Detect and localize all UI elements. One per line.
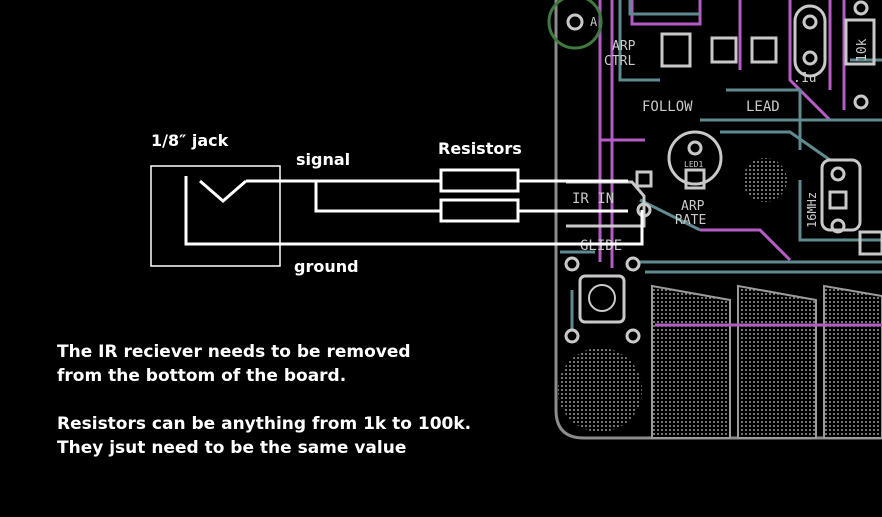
pcb-pad [853, 94, 869, 110]
jack-symbol [150, 165, 281, 267]
pcb-label-crystal: 16MHz [805, 192, 819, 228]
pcb-capacitor-outline [793, 4, 827, 78]
pcb-label-glide: GLIDE [580, 238, 622, 254]
pcb-label-led: LED1 [684, 160, 703, 169]
pcb-pad [625, 256, 641, 272]
signal-branch-wire [314, 181, 441, 213]
pcb-label-arp-ctrl-1: ARP [612, 39, 636, 54]
pcb-square-pad [828, 190, 848, 210]
note-line-3: Resistors can be anything from 1k to 100… [57, 414, 472, 434]
pcb-pad [687, 140, 703, 156]
resistor-1 [439, 168, 520, 193]
resistor-2 [439, 198, 520, 223]
pcb-label-arp-ctrl-2: CTRL [604, 54, 635, 69]
pcb-label-a: A [590, 15, 598, 29]
pcb-board: A ARP CTRL .1u 10k FOLLOW LEAD LED1 ARP … [547, 0, 882, 440]
pcb-pad [566, 13, 584, 31]
pcb-pad [636, 202, 652, 218]
ground-wire [184, 176, 644, 246]
pcb-glide-button [578, 274, 626, 324]
resistors-label: Resistors [438, 139, 522, 158]
pcb-label-10k: 10k [855, 38, 870, 62]
note-line-1: The IR reciever needs to be removed [57, 342, 411, 362]
signal-label: signal [296, 150, 351, 169]
pcb-mount-pad [743, 158, 787, 202]
pcb-pad [802, 14, 818, 30]
note-line-4: They jsut need to be the same value [57, 438, 407, 458]
pcb-square-pad [858, 230, 882, 256]
pcb-pad [564, 256, 580, 272]
pcb-led-outline [667, 130, 723, 186]
pcb-square-pad [684, 168, 706, 190]
wires [184, 176, 644, 246]
pcb-traces-teal [560, 0, 882, 330]
pcb-square-pad [660, 32, 692, 68]
pcb-pad [802, 50, 818, 66]
pcb-label-follow: FOLLOW [642, 99, 693, 115]
pcb-square-pad [635, 170, 653, 188]
jack-box [150, 165, 281, 267]
jack-contact [199, 179, 247, 203]
pcb-pad [564, 328, 580, 344]
pcb-ground-pads [651, 284, 882, 439]
pcb-pad [830, 218, 846, 234]
pcb-label-arp-rate-1: ARP [681, 199, 705, 214]
pcb-label-cap: .1u [793, 71, 816, 86]
ground-label: ground [294, 257, 359, 276]
pcb-square-pad [710, 36, 738, 64]
pcb-pad [625, 328, 641, 344]
pcb-label-arp-rate-2: RATE [675, 213, 706, 228]
pcb-traces-purple [598, 0, 882, 332]
pcb-pad-ring [547, 0, 603, 50]
pcb-pad [830, 166, 846, 182]
pcb-square-pad [750, 36, 778, 64]
pcb-label-lead: LEAD [746, 99, 780, 115]
jack-label: 1/8″ jack [151, 131, 229, 150]
pcb-mount-hole [558, 348, 642, 432]
pcb-outline [554, 0, 882, 440]
pcb-resistor-outline [844, 18, 876, 66]
pcb-label-ir-in: IR IN [572, 191, 614, 207]
pcb-glide-button-cap [588, 284, 616, 312]
pcb-pad [853, 0, 869, 16]
note-line-2: from the bottom of the board. [57, 366, 347, 386]
